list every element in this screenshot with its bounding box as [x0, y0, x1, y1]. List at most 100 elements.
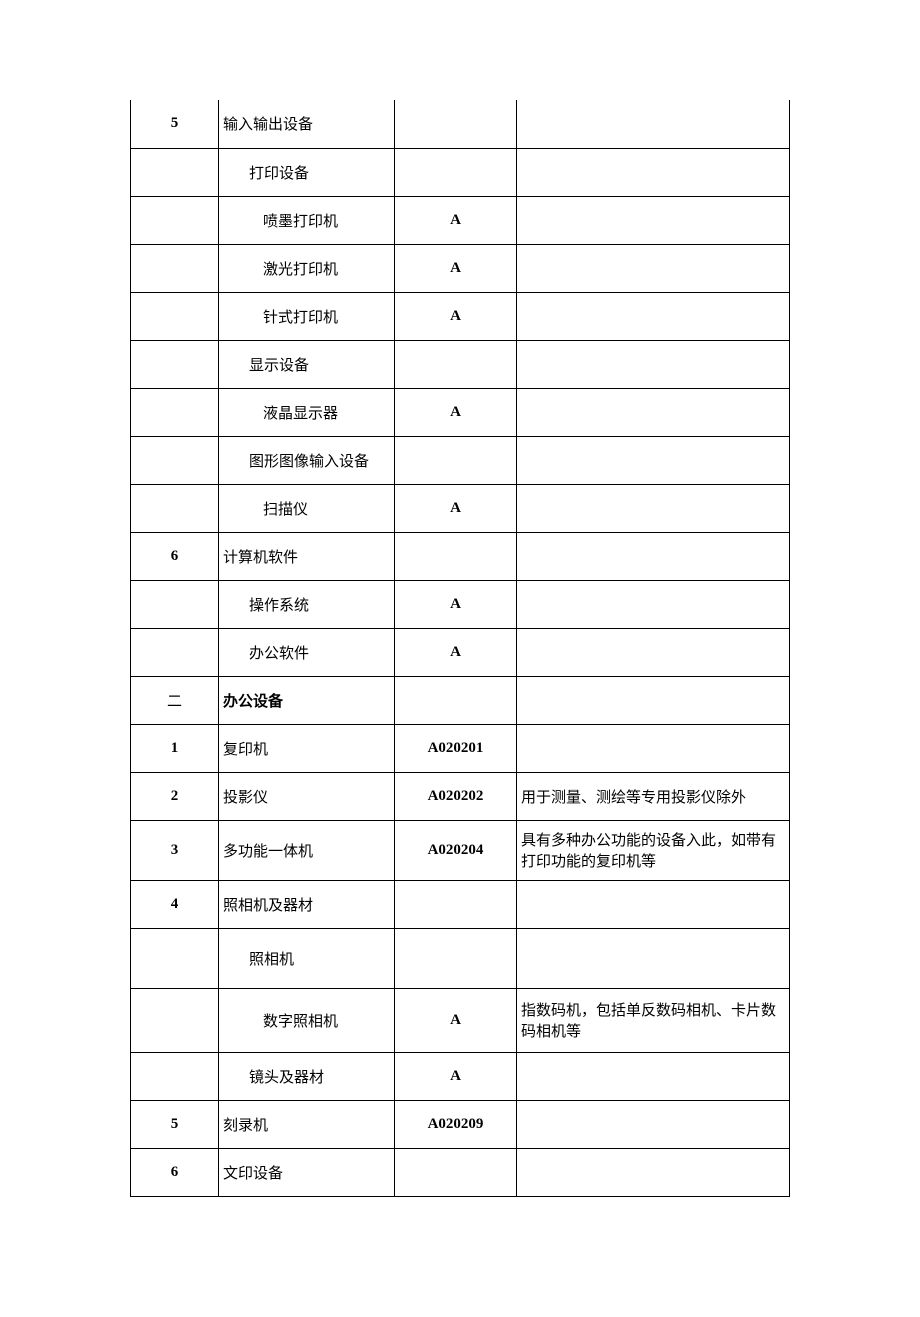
row-number — [131, 340, 219, 388]
row-code: A020209 — [395, 1100, 517, 1148]
row-name: 照相机 — [219, 928, 395, 988]
row-name: 镜头及器材 — [219, 1052, 395, 1100]
row-remark — [517, 388, 790, 436]
row-code: A020202 — [395, 772, 517, 820]
row-number: 5 — [131, 1100, 219, 1148]
row-name: 打印设备 — [219, 148, 395, 196]
row-number — [131, 244, 219, 292]
row-name: 多功能一体机 — [219, 820, 395, 880]
row-number — [131, 388, 219, 436]
row-name: 照相机及器材 — [219, 880, 395, 928]
row-name: 喷墨打印机 — [219, 196, 395, 244]
row-remark — [517, 148, 790, 196]
row-code: A — [395, 580, 517, 628]
row-code — [395, 676, 517, 724]
table-row: 二办公设备 — [131, 676, 790, 724]
table-row: 办公软件A — [131, 628, 790, 676]
row-remark — [517, 880, 790, 928]
row-code: A — [395, 988, 517, 1052]
row-remark: 具有多种办公功能的设备入此，如带有打印功能的复印机等 — [517, 820, 790, 880]
table-row: 扫描仪A — [131, 484, 790, 532]
row-code: A — [395, 292, 517, 340]
row-name: 计算机软件 — [219, 532, 395, 580]
row-number — [131, 928, 219, 988]
table-row: 2投影仪A020202用于测量、测绘等专用投影仪除外 — [131, 772, 790, 820]
row-remark: 用于测量、测绘等专用投影仪除外 — [517, 772, 790, 820]
row-remark — [517, 1052, 790, 1100]
row-remark — [517, 436, 790, 484]
row-remark — [517, 244, 790, 292]
row-code: A — [395, 484, 517, 532]
row-code: A020204 — [395, 820, 517, 880]
row-name: 输入输出设备 — [219, 100, 395, 148]
row-code — [395, 532, 517, 580]
row-code: A — [395, 628, 517, 676]
row-code — [395, 100, 517, 148]
row-number — [131, 196, 219, 244]
table-row: 6文印设备 — [131, 1148, 790, 1196]
table-row: 液晶显示器A — [131, 388, 790, 436]
row-remark — [517, 676, 790, 724]
table-row: 图形图像输入设备 — [131, 436, 790, 484]
equipment-table: 5输入输出设备打印设备喷墨打印机A激光打印机A针式打印机A显示设备液晶显示器A图… — [130, 100, 790, 1197]
row-number: 1 — [131, 724, 219, 772]
row-number — [131, 628, 219, 676]
table-row: 显示设备 — [131, 340, 790, 388]
row-code — [395, 340, 517, 388]
row-number — [131, 292, 219, 340]
row-number — [131, 484, 219, 532]
row-name: 激光打印机 — [219, 244, 395, 292]
row-code: A — [395, 196, 517, 244]
row-remark — [517, 100, 790, 148]
row-remark — [517, 532, 790, 580]
row-number: 二 — [131, 676, 219, 724]
row-number — [131, 1052, 219, 1100]
row-remark — [517, 196, 790, 244]
row-code — [395, 148, 517, 196]
row-name: 投影仪 — [219, 772, 395, 820]
row-code: A020201 — [395, 724, 517, 772]
row-remark: 指数码机，包括单反数码相机、卡片数码相机等 — [517, 988, 790, 1052]
row-remark — [517, 484, 790, 532]
row-code: A — [395, 1052, 517, 1100]
row-name: 扫描仪 — [219, 484, 395, 532]
row-remark — [517, 1148, 790, 1196]
row-code — [395, 928, 517, 988]
row-name: 文印设备 — [219, 1148, 395, 1196]
row-remark — [517, 724, 790, 772]
row-code — [395, 436, 517, 484]
row-number — [131, 580, 219, 628]
table-row: 4照相机及器材 — [131, 880, 790, 928]
row-name: 图形图像输入设备 — [219, 436, 395, 484]
row-remark — [517, 580, 790, 628]
row-number — [131, 436, 219, 484]
table-row: 3多功能一体机A020204具有多种办公功能的设备入此，如带有打印功能的复印机等 — [131, 820, 790, 880]
row-code: A — [395, 388, 517, 436]
table-row: 1复印机A020201 — [131, 724, 790, 772]
table-row: 打印设备 — [131, 148, 790, 196]
row-name: 操作系统 — [219, 580, 395, 628]
row-name: 显示设备 — [219, 340, 395, 388]
row-name: 办公软件 — [219, 628, 395, 676]
table-row: 照相机 — [131, 928, 790, 988]
row-remark — [517, 292, 790, 340]
row-number: 2 — [131, 772, 219, 820]
row-number: 6 — [131, 1148, 219, 1196]
row-remark — [517, 628, 790, 676]
row-number: 3 — [131, 820, 219, 880]
row-code — [395, 1148, 517, 1196]
table-row: 激光打印机A — [131, 244, 790, 292]
table-row: 镜头及器材A — [131, 1052, 790, 1100]
row-name: 液晶显示器 — [219, 388, 395, 436]
row-number — [131, 148, 219, 196]
table-row: 5刻录机A020209 — [131, 1100, 790, 1148]
table-body: 5输入输出设备打印设备喷墨打印机A激光打印机A针式打印机A显示设备液晶显示器A图… — [131, 100, 790, 1196]
table-row: 针式打印机A — [131, 292, 790, 340]
row-name: 针式打印机 — [219, 292, 395, 340]
row-code: A — [395, 244, 517, 292]
row-name: 办公设备 — [219, 676, 395, 724]
table-row: 6计算机软件 — [131, 532, 790, 580]
row-number — [131, 988, 219, 1052]
row-remark — [517, 1100, 790, 1148]
row-number: 6 — [131, 532, 219, 580]
